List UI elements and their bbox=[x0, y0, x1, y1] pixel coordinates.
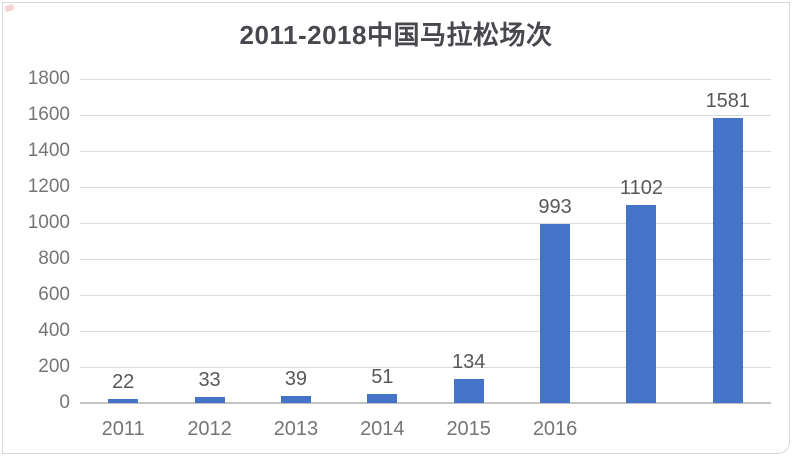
bar-col6: 1102 bbox=[620, 177, 663, 403]
bar-slot-4: 134 bbox=[426, 79, 512, 403]
bar-2013: 39 bbox=[280, 368, 311, 403]
bar-col7: 1581 bbox=[706, 90, 750, 403]
y-tick-label-1400: 1400 bbox=[27, 140, 70, 161]
x-tick-label-5: 2016 bbox=[532, 418, 578, 440]
y-tick-label-0: 0 bbox=[59, 392, 70, 413]
bar-2011: 22 bbox=[108, 371, 139, 403]
y-tick-label-800: 800 bbox=[38, 248, 70, 269]
x-tick-label-2: 2013 bbox=[273, 418, 319, 440]
x-tick-label-0: 2011 bbox=[101, 418, 145, 440]
chart-title: 2011-2018中国马拉松场次 bbox=[239, 20, 553, 50]
gridline-200 bbox=[80, 367, 771, 368]
bar-value-label-2: 39 bbox=[284, 367, 308, 390]
y-tick-label-1200: 1200 bbox=[27, 176, 70, 197]
y-tick-label-1600: 1600 bbox=[27, 104, 70, 125]
corner-smudge bbox=[4, 3, 15, 13]
x-tick-label-1: 2012 bbox=[187, 418, 232, 440]
gridline-400 bbox=[80, 331, 771, 332]
x-tick-label-4: 2015 bbox=[446, 418, 491, 440]
gridline-1600 bbox=[80, 115, 771, 116]
x-axis-line bbox=[80, 402, 771, 404]
bar-value-label-1: 33 bbox=[198, 369, 221, 392]
gridline-800 bbox=[80, 259, 771, 260]
chart-card: 2011-2018中国马拉松场次 22 33 39 51 134 993 1102 1581 … bbox=[2, 2, 790, 454]
bar-2012: 33 bbox=[194, 369, 225, 403]
bar-2015: 134 bbox=[452, 351, 485, 403]
bars-row: 22 33 39 51 134 993 1102 1581 bbox=[80, 79, 771, 403]
x-axis-labels: 2011 2012 2013 2014 2015 2016 bbox=[80, 416, 771, 442]
y-tick-label-1000: 1000 bbox=[27, 212, 70, 233]
bar-value-label-3: 51 bbox=[371, 365, 394, 388]
gridline-600 bbox=[80, 295, 771, 296]
y-tick-label-600: 600 bbox=[38, 284, 70, 305]
bar-value-label-5: 993 bbox=[538, 196, 572, 219]
gridline-1200 bbox=[80, 187, 771, 188]
bar-slot-6: 1102 bbox=[598, 79, 684, 403]
bar-slot-1: 33 bbox=[166, 79, 252, 403]
bar-2016: 993 bbox=[538, 196, 572, 403]
x-tick-label-6 bbox=[598, 416, 684, 442]
bar-slot-0: 22 bbox=[80, 79, 166, 403]
y-tick-label-200: 200 bbox=[38, 356, 70, 377]
gridline-1800 bbox=[80, 79, 771, 80]
bar-slot-5: 993 bbox=[512, 79, 598, 403]
y-tick-label-1800: 1800 bbox=[27, 68, 70, 89]
bar-slot-7: 1581 bbox=[685, 79, 771, 403]
gridline-1400 bbox=[80, 151, 771, 152]
bar-value-label-7: 1581 bbox=[705, 90, 751, 113]
x-tick-label-3: 2014 bbox=[360, 418, 405, 440]
y-tick-label-400: 400 bbox=[38, 320, 70, 341]
bar-slot-3: 51 bbox=[339, 79, 425, 403]
bar-value-label-6: 1102 bbox=[619, 176, 663, 199]
x-tick-label-7 bbox=[685, 416, 771, 442]
bar-value-label-0: 22 bbox=[112, 371, 135, 394]
bar-value-label-4: 134 bbox=[452, 350, 486, 373]
gridline-1000 bbox=[80, 223, 771, 224]
bar-slot-2: 39 bbox=[253, 79, 339, 403]
plot-area: 22 33 39 51 134 993 1102 1581 bbox=[80, 79, 771, 404]
bar-2014: 51 bbox=[367, 366, 398, 403]
